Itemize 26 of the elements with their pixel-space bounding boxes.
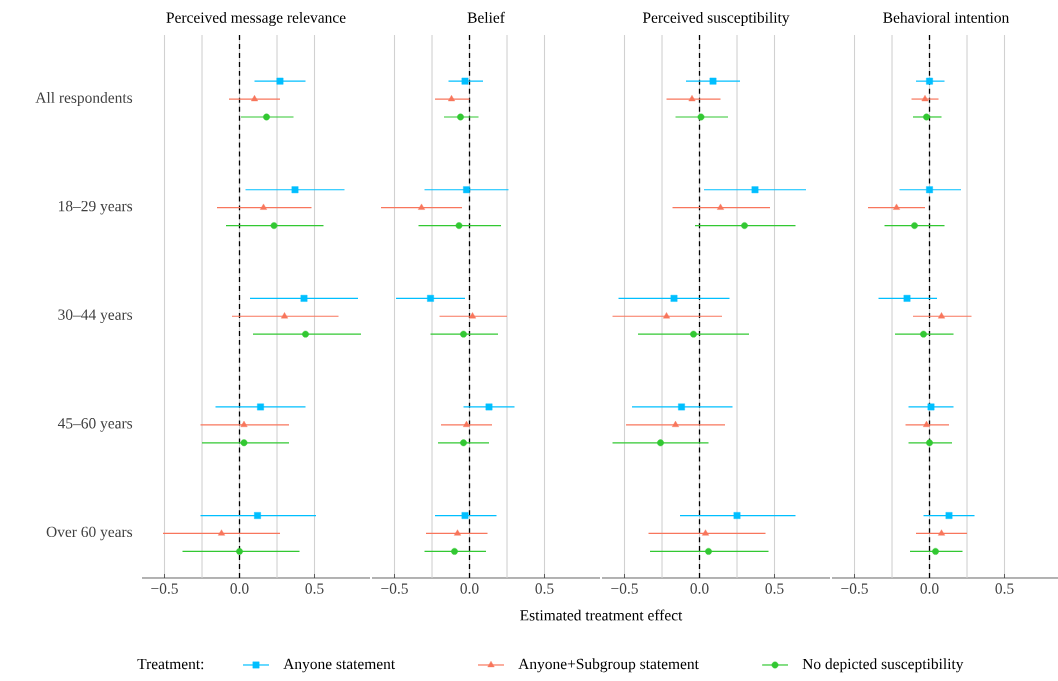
x-tick-label: 0.0 xyxy=(460,583,479,594)
chart-title: Behavioral intention xyxy=(883,11,1010,23)
x-tick-label: −0.5 xyxy=(151,583,178,594)
chart-title: Belief xyxy=(467,11,505,23)
x-tick-label: 0.0 xyxy=(230,583,249,594)
x-tick-label: −0.5 xyxy=(841,583,868,594)
x-tick-label: 0.5 xyxy=(305,583,324,594)
chart-title: Perceived susceptibility xyxy=(642,11,790,26)
y-tick-label: Over 60 years xyxy=(46,526,133,541)
x-tick-label: 0.0 xyxy=(920,583,939,594)
legend-label: Anyone+Subgroup statement xyxy=(518,658,699,673)
x-tick-label: 0.5 xyxy=(535,583,554,594)
y-tick-label: 30–44 years xyxy=(58,309,133,324)
y-tick-label: 45–60 years xyxy=(57,418,133,432)
legend-label: No depicted susceptibility xyxy=(802,658,964,673)
x-tick-label: −0.5 xyxy=(611,583,638,594)
x-tick-label: −0.5 xyxy=(381,583,408,594)
x-tick-label: 0.0 xyxy=(690,583,709,594)
legend-title: Treatment: xyxy=(137,658,204,670)
chart-title: Perceived message relevance xyxy=(166,11,346,26)
y-tick-label: 18–29 years xyxy=(58,200,133,215)
x-tick-label: 0.5 xyxy=(765,583,784,594)
y-tick-label: All respondents xyxy=(35,92,133,107)
x-tick-label: 0.5 xyxy=(995,583,1014,594)
x-axis-title: Estimated treatment effect xyxy=(520,609,683,621)
legend-label: Anyone statement xyxy=(283,658,396,673)
